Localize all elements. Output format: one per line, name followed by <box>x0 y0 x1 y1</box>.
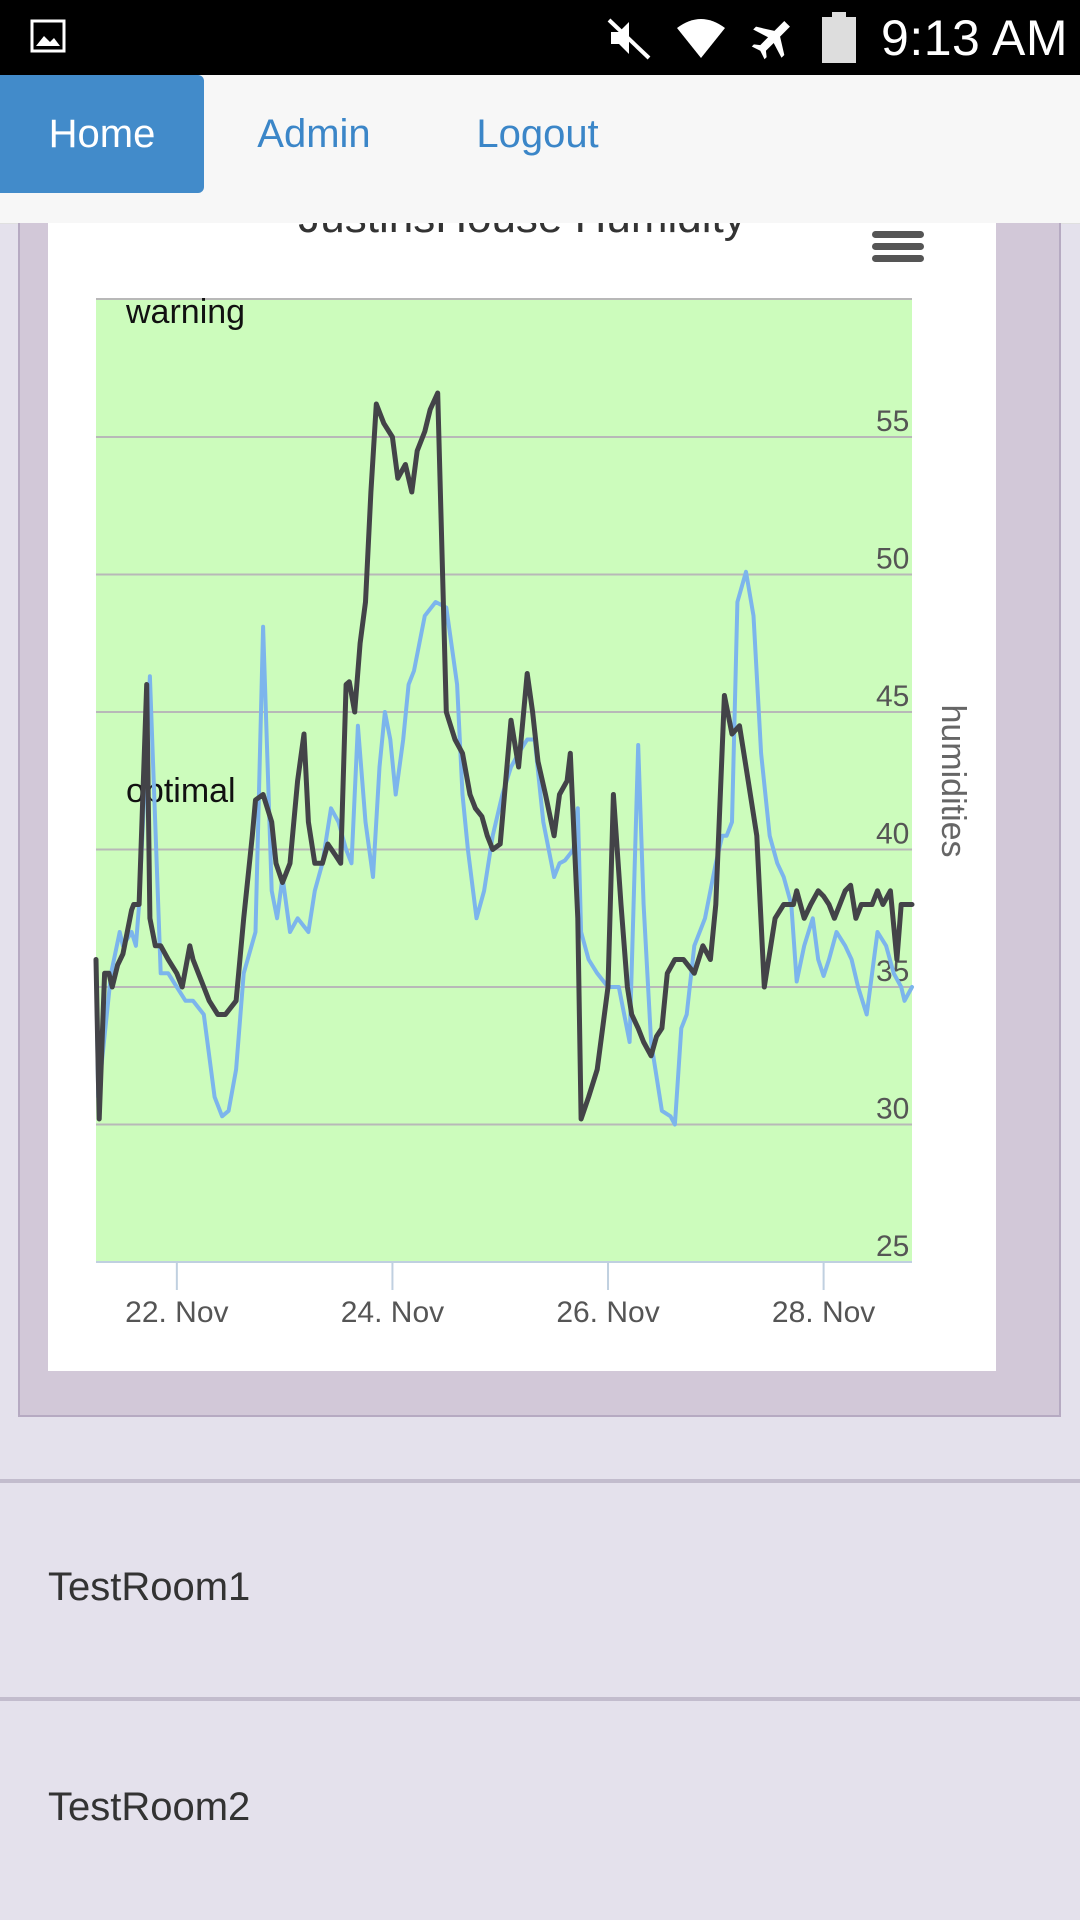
x-tick-label: 24. Nov <box>341 1296 444 1329</box>
y-tick-label: 30 <box>876 1093 909 1126</box>
y-tick-label: 40 <box>876 818 909 851</box>
y-tick-label: 45 <box>876 680 909 713</box>
band-label-warning: warning <box>125 293 245 331</box>
series-line-2 <box>93 390 915 1122</box>
room-label: TestRoom1 <box>48 1565 251 1609</box>
series-line-1 <box>94 569 914 1127</box>
wifi-icon <box>677 18 726 58</box>
x-tick-label: 26. Nov <box>556 1296 659 1329</box>
x-tick-label: 28. Nov <box>772 1296 875 1329</box>
mute-icon <box>607 18 651 59</box>
y-axis-title: humidities <box>934 704 972 857</box>
room-label: TestRoom2 <box>48 1785 251 1829</box>
battery-icon <box>822 11 857 63</box>
nav-home-link[interactable]: Home <box>0 75 204 193</box>
y-tick-label: 25 <box>876 1230 909 1263</box>
room-item-testroom2[interactable]: TestRoom2 <box>0 1697 1080 1920</box>
x-tick-label: 22. Nov <box>125 1296 228 1329</box>
y-tick-label: 50 <box>876 543 909 576</box>
chart-menu-hamburger-icon[interactable] <box>872 231 924 262</box>
y-tick-label: 55 <box>876 405 909 438</box>
nav-logout-link[interactable]: Logout <box>476 111 599 156</box>
clock-time: 9:13 AM <box>881 9 1068 66</box>
chart-title: JustinsHouse Humidity <box>48 223 996 243</box>
room-item-testroom1[interactable]: TestRoom1 <box>0 1479 1080 1692</box>
nav-admin-link[interactable]: Admin <box>257 111 371 156</box>
gallery-icon <box>30 19 66 53</box>
airplane-icon <box>751 20 791 59</box>
navbar: Home Admin Logout <box>0 75 1080 224</box>
status-bar: 9:13 AM <box>0 0 1080 75</box>
